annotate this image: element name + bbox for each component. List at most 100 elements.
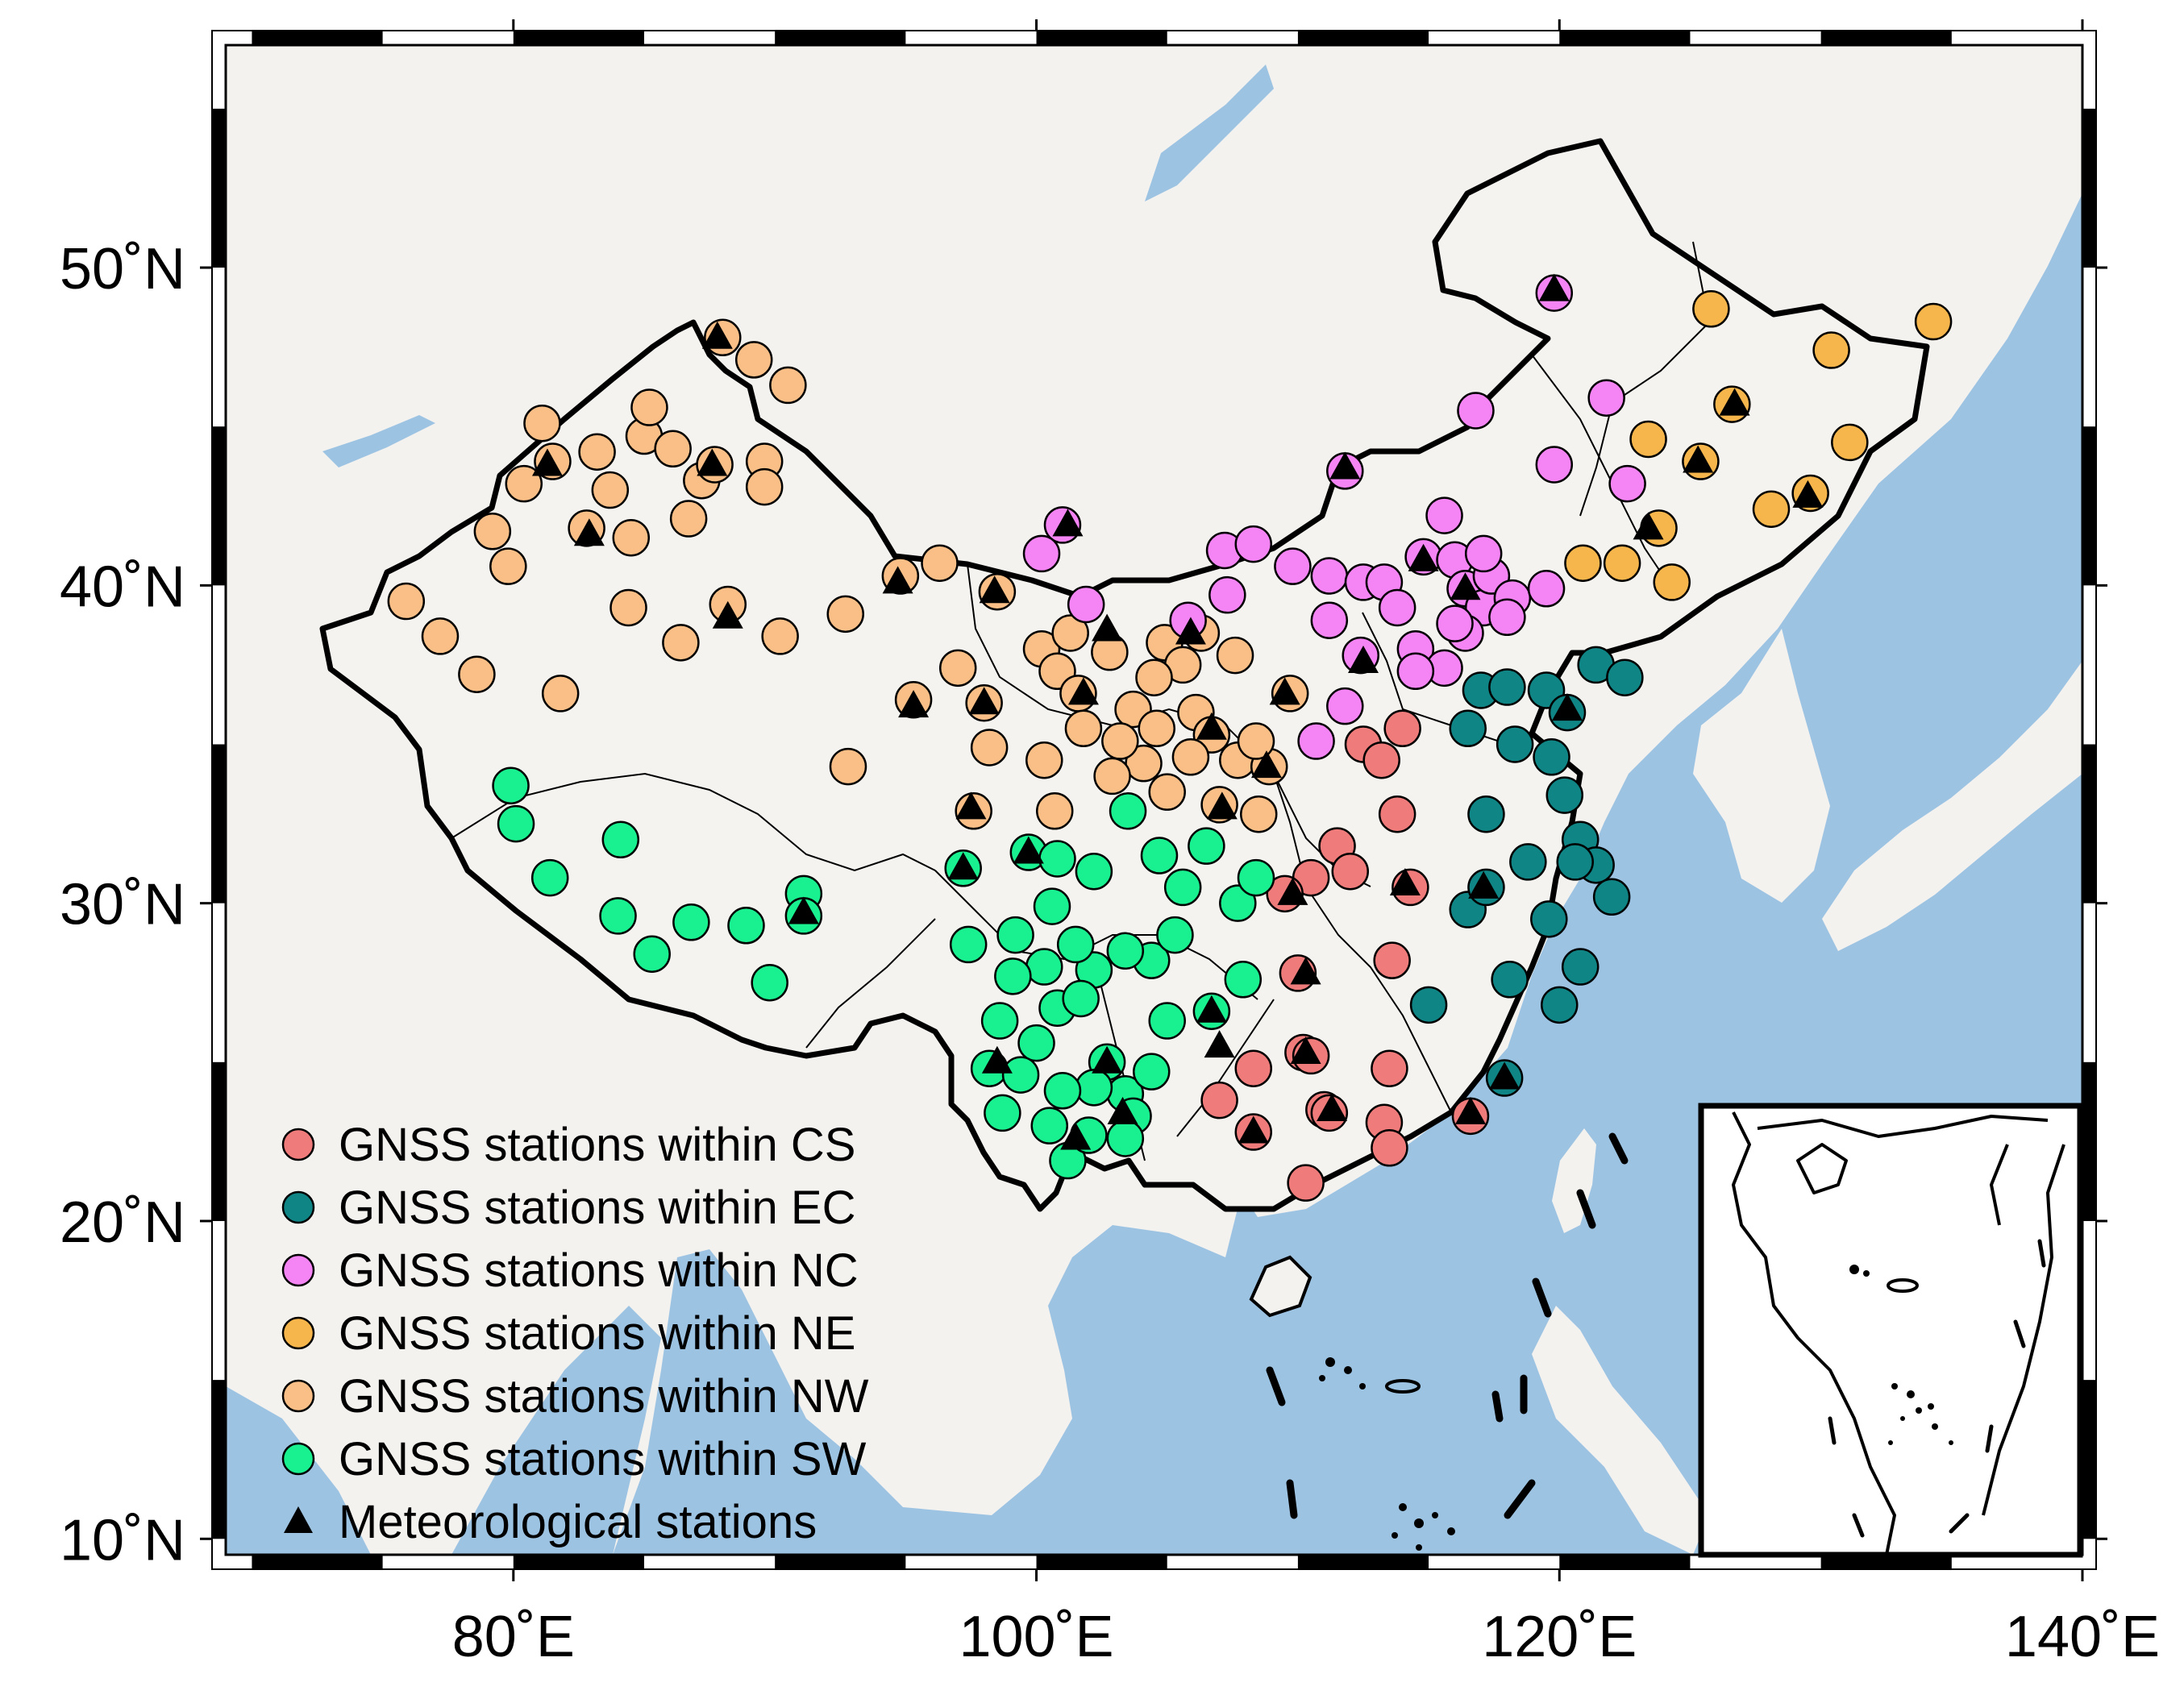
gnss-station-nw: [1035, 792, 1074, 830]
gnss-station-ne: [1692, 290, 1730, 328]
gnss-station-sw: [1156, 916, 1194, 954]
hainan: [1249, 1255, 1312, 1318]
frame-bar-bottom: [1559, 1555, 1691, 1569]
gnss-station-ne: [1752, 490, 1791, 528]
meteorological-station: [1792, 480, 1824, 508]
frame-bar-bottom: [1297, 1555, 1429, 1569]
gnss-station-cs: [1371, 1049, 1408, 1087]
gnss-station-nw: [769, 366, 807, 405]
philippines: [1532, 1306, 1709, 1555]
gnss-station-nw: [829, 747, 867, 786]
meteorological-station: [1408, 543, 1439, 571]
legend-label: GNSS stations within NE: [339, 1307, 855, 1360]
gnss-station-nw: [1138, 709, 1175, 748]
x-tick-label: 80˚E: [452, 1605, 575, 1669]
y-tick-label: 20˚N: [60, 1190, 185, 1255]
gnss-station-sw: [497, 804, 535, 843]
x-tick-label: 140˚E: [2005, 1605, 2160, 1669]
gnss-station-ec: [1488, 668, 1526, 706]
gnss-station-nw: [630, 388, 668, 426]
meteorological-station: [1013, 836, 1044, 864]
frame-bar-left: [212, 1061, 226, 1221]
meteorological-station: [701, 321, 733, 349]
x-tick-labels: 80˚E 100˚E 120˚E 140˚E: [452, 1605, 2160, 1669]
y-tick-labels: 50˚N 40˚N 30˚N 20˚N 10˚N: [60, 237, 185, 1572]
gnss-station-cs: [1371, 1129, 1408, 1167]
meteorological-station: [1250, 750, 1282, 779]
gnss-station-nw: [489, 547, 527, 585]
gnss-station-nw: [578, 433, 616, 471]
gnss-station-nw: [1148, 773, 1186, 811]
y-tick-label: 40˚N: [60, 555, 185, 619]
gnss-station-nw: [826, 595, 864, 633]
gnss-station-sw: [984, 1094, 1021, 1132]
gnss-station-nw: [612, 518, 651, 557]
lake-baikal: [1145, 64, 1274, 201]
gnss-station-nc: [1310, 557, 1349, 595]
gnss-station-nc: [1022, 534, 1061, 573]
gnss-station-ne: [1603, 544, 1641, 582]
gnss-station-sw: [1133, 1053, 1171, 1090]
legend-swatch-nw: [281, 1379, 315, 1413]
frame-bar-top: [1559, 31, 1691, 45]
x-tick-label: 100˚E: [959, 1605, 1113, 1669]
gnss-station-sw: [751, 963, 788, 1002]
gnss-station-nw: [654, 430, 692, 468]
gnss-station-nw: [1064, 709, 1103, 748]
gnss-station-nw: [591, 471, 630, 509]
gnss-station-nw: [1237, 722, 1275, 760]
meteorological-station: [1329, 451, 1361, 480]
gnss-station-ec: [1533, 738, 1570, 776]
gnss-station-nc: [1396, 652, 1435, 691]
gnss-station-cs: [1234, 1049, 1273, 1087]
frame-bar-left: [212, 744, 226, 904]
meteorological-station: [1633, 512, 1664, 540]
meteorological-station: [1092, 613, 1123, 642]
frame-bar-top: [1036, 31, 1167, 45]
meteorological-station: [1468, 870, 1500, 899]
gnss-station-nc: [1297, 722, 1335, 760]
gnss-station-nw: [473, 513, 512, 550]
gnss-station-ne: [1629, 420, 1667, 459]
meteorological-station: [898, 690, 930, 718]
gnss-station-sw: [599, 897, 637, 935]
nine-dash-line: [1266, 1132, 1629, 1519]
meteorological-station: [1538, 273, 1570, 301]
meteorological-station: [1719, 388, 1750, 416]
gnss-station-nw: [541, 675, 580, 712]
meteorological-station: [1175, 617, 1206, 645]
gnss-station-sw: [1106, 1120, 1145, 1157]
gnss-station-nw: [734, 341, 773, 379]
meteorological-station: [1683, 445, 1714, 473]
meteorological-station: [1489, 1061, 1520, 1090]
meteorological-station: [1196, 995, 1227, 1023]
meteorological-station: [979, 575, 1010, 604]
gnss-station-ec: [1606, 658, 1644, 696]
meteorological-station: [1060, 1122, 1092, 1150]
gnss-station-nw: [761, 617, 799, 655]
frame-bar-right: [2082, 108, 2096, 268]
gnss-station-ne: [1812, 331, 1850, 369]
bay-of-bengal-east: [451, 1306, 661, 1555]
gnss-station-ec: [1541, 986, 1579, 1024]
gnss-station-sw: [1106, 932, 1145, 970]
gnss-station-sw: [1043, 1072, 1082, 1110]
gnss-station-sw: [1056, 925, 1095, 964]
gnss-station-nc: [1464, 534, 1503, 573]
gnss-station-sw: [601, 820, 640, 859]
legend-label: GNSS stations within CS: [339, 1119, 855, 1171]
meteorological-station: [1196, 712, 1227, 740]
gnss-station-ec: [1530, 900, 1568, 938]
meteorological-station: [1450, 572, 1481, 600]
frame-bar-bottom: [252, 1555, 383, 1569]
gnss-station-nc: [1608, 464, 1646, 503]
frame-bar-left: [212, 1380, 226, 1539]
frame-bar-bottom: [1036, 1555, 1167, 1569]
legend-swatch-cs: [281, 1128, 315, 1161]
gnss-station-nw: [1093, 757, 1131, 795]
legend-label: GNSS stations within SW: [339, 1433, 867, 1485]
meteorological-station: [531, 448, 563, 476]
gnss-station-sw: [492, 766, 530, 805]
gnss-station-ne: [1564, 544, 1602, 582]
